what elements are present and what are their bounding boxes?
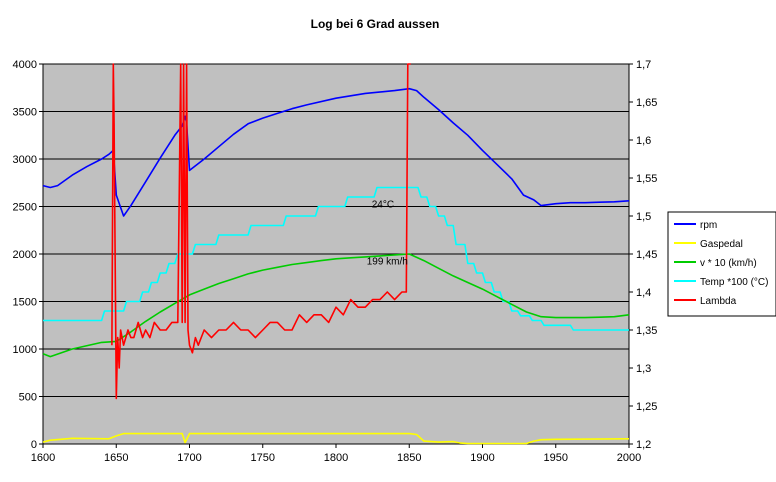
left-tick-label: 1500 <box>13 297 37 309</box>
x-tick-label: 1800 <box>324 452 348 464</box>
right-y-axis: 1,2 1,25 1,3 1,35 1,4 1,45 1,5 1,55 1,6 1,65 1,7 <box>628 59 657 451</box>
legend-label: Lambda <box>700 296 737 307</box>
legend-box <box>667 211 776 317</box>
left-tick-label: 1000 <box>13 344 37 356</box>
series-lines <box>42 63 630 445</box>
series-line-v-10-km-h <box>42 253 630 358</box>
x-tick-label: 1600 <box>31 452 55 464</box>
left-tick-label: 2500 <box>13 202 37 214</box>
right-tick-label: 1,3 <box>636 363 651 375</box>
left-tick-label: 500 <box>19 392 37 404</box>
chart-title: Log bei 6 Grad aussen <box>311 17 440 31</box>
x-tick-label: 1850 <box>397 452 421 464</box>
left-tick-label: 0 <box>31 439 37 451</box>
left-y-axis: 0 500 1000 1500 2000 2500 3000 3500 4000 <box>13 59 44 451</box>
annotations: 24°C 199 km/h <box>367 199 408 267</box>
x-axis: 1600 1650 1700 1750 1800 1850 1900 1950 2000 <box>31 443 641 464</box>
left-tick-label: 4000 <box>13 59 37 71</box>
right-tick-label: 1,25 <box>636 401 657 413</box>
series-line-gaspedal <box>42 432 630 445</box>
legend-label: Temp *100 (°C) <box>700 277 768 288</box>
right-tick-label: 1,4 <box>636 287 651 299</box>
right-tick-label: 1,45 <box>636 249 657 261</box>
x-tick-label: 1900 <box>470 452 494 464</box>
x-tick-label: 1650 <box>104 452 128 464</box>
x-tick-label: 1750 <box>251 452 275 464</box>
annotation-label: 199 km/h <box>367 256 408 267</box>
left-tick-label: 3000 <box>13 154 37 166</box>
legend: rpm Gaspedal v * 10 (km/h) Temp *100 (°C) La… <box>667 211 776 317</box>
x-tick-label: 1700 <box>177 452 201 464</box>
right-tick-label: 1,55 <box>636 173 657 185</box>
legend-label: Gaspedal <box>700 239 743 250</box>
left-tick-label: 3500 <box>13 107 37 119</box>
right-tick-label: 1,7 <box>636 59 651 71</box>
x-tick-label: 2000 <box>617 452 641 464</box>
right-tick-label: 1,5 <box>636 211 651 223</box>
annotation-label: 24°C <box>372 199 394 210</box>
right-tick-label: 1,65 <box>636 97 657 109</box>
x-tick-label: 1950 <box>544 452 568 464</box>
legend-label: rpm <box>700 220 717 231</box>
right-tick-label: 1,35 <box>636 325 657 337</box>
right-tick-label: 1,6 <box>636 135 651 147</box>
legend-label: v * 10 (km/h) <box>700 258 757 269</box>
left-tick-label: 2000 <box>13 249 37 261</box>
series-line-lambda <box>111 63 411 400</box>
right-tick-label: 1,2 <box>636 439 651 451</box>
